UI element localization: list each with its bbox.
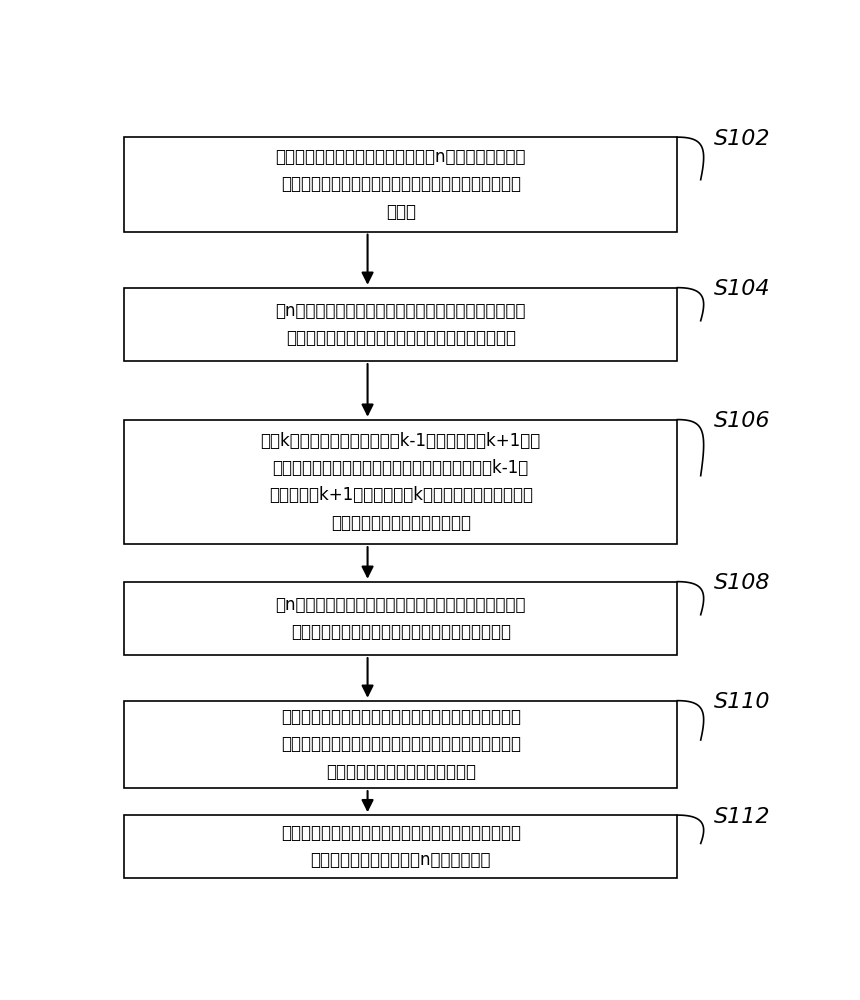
Text: 使n个隔离墩沿着预设的车道标线自行组队，且相邻两个
隔离墩进行自动电连接，构建用于潮汐车道的隔离带: 使n个隔离墩沿着预设的车道标线自行组队，且相邻两个 隔离墩进行自动电连接，构建用… bbox=[275, 302, 526, 347]
Text: S106: S106 bbox=[714, 411, 771, 431]
Bar bbox=[124, 815, 678, 878]
Text: 预设至少一个可移动式充电设备以及n个隔离墩，且所述
至少一个可移动式充电设备能够与对应的隔离墩进行无
线通信: 预设至少一个可移动式充电设备以及n个隔离墩，且所述 至少一个可移动式充电设备能够… bbox=[275, 148, 526, 221]
Text: 当所述可移动式充电设备到达预设的充电点位时，则由
所述可移动式充电设备向n个隔离墩充电: 当所述可移动式充电设备到达预设的充电点位时，则由 所述可移动式充电设备向n个隔离… bbox=[280, 824, 521, 869]
Text: S104: S104 bbox=[714, 279, 771, 299]
Text: 当第k个隔离墩的电能值低于第k-1个隔离墩或第k+1个隔
离墩的电能值，且超过预设的第一阈值时，则由第k-1个
隔离墩或第k+1个隔离墩对第k个隔离墩进行补电，: 当第k个隔离墩的电能值低于第k-1个隔离墩或第k+1个隔 离墩的电能值，且超过预… bbox=[261, 432, 541, 532]
Text: 如果所述可移动式充电设备满足充电需求，则使所述可
移动式充电设备从外部的充电现场经由对应的路口向所
述车道标线上预设的充电点位移动: 如果所述可移动式充电设备满足充电需求，则使所述可 移动式充电设备从外部的充电现场… bbox=[280, 708, 521, 780]
Bar bbox=[124, 137, 678, 232]
Bar bbox=[124, 288, 678, 361]
Bar bbox=[124, 420, 678, 544]
Bar bbox=[124, 582, 678, 655]
Text: 当n个隔离墩的总电能值低于预设的第二阈值时，则由对
应的隔离墩向所述可移动式充电设备发送充电请求: 当n个隔离墩的总电能值低于预设的第二阈值时，则由对 应的隔离墩向所述可移动式充电… bbox=[275, 596, 526, 641]
Text: S102: S102 bbox=[714, 129, 771, 149]
Text: S112: S112 bbox=[714, 807, 771, 827]
Text: S108: S108 bbox=[714, 573, 771, 593]
Bar bbox=[124, 701, 678, 788]
Text: S110: S110 bbox=[714, 692, 771, 712]
